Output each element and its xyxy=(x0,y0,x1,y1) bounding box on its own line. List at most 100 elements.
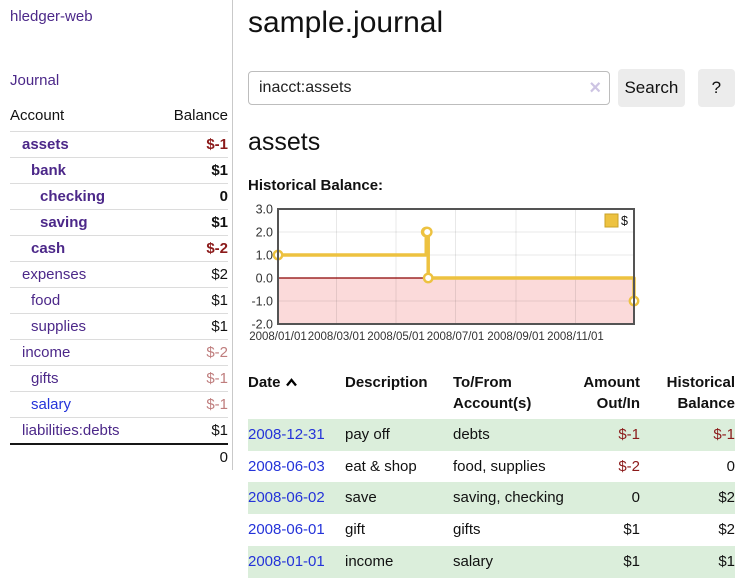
transaction-accounts: food, supplies xyxy=(453,457,546,475)
sidebar-item-journal[interactable]: Journal xyxy=(10,72,60,89)
svg-text:-2.0: -2.0 xyxy=(251,317,273,331)
transaction-accounts: gifts xyxy=(453,521,481,538)
svg-text:2008/07/01: 2008/07/01 xyxy=(427,331,485,343)
search-input[interactable] xyxy=(248,71,610,105)
account-title: assets xyxy=(248,128,321,156)
account-row: checking 0 xyxy=(10,183,228,210)
page-title: sample.journal xyxy=(248,6,444,39)
transaction-amount: $1 xyxy=(623,521,640,538)
accounts-total-value: 0 xyxy=(219,449,228,466)
transaction-balance: $1 xyxy=(718,552,735,570)
register-header-row: Date Description To/From Account(s) Amou… xyxy=(248,370,735,419)
account-row: cash $-2 xyxy=(10,235,228,262)
account-link[interactable]: supplies xyxy=(31,318,87,335)
account-row: saving $1 xyxy=(10,209,228,236)
account-balance: $-1 xyxy=(206,136,228,153)
account-link[interactable]: saving xyxy=(40,214,88,231)
search-button[interactable]: Search xyxy=(618,69,685,107)
svg-text:1.0: 1.0 xyxy=(256,248,273,262)
transaction-date-link[interactable]: 2008-06-03 xyxy=(248,457,325,475)
chart-section-label: Historical Balance: xyxy=(248,176,384,194)
account-balance: $-2 xyxy=(206,344,228,361)
account-link[interactable]: gifts xyxy=(31,370,59,387)
svg-text:2008/11/01: 2008/11/01 xyxy=(547,331,604,343)
svg-text:0.0: 0.0 xyxy=(256,271,273,285)
account-row: food $1 xyxy=(10,287,228,314)
account-link[interactable]: liabilities:debts xyxy=(22,422,120,439)
register-header-balance: Historical Balance xyxy=(666,373,735,412)
transaction-description: eat & shop xyxy=(345,457,417,475)
account-link[interactable]: cash xyxy=(31,240,66,257)
transaction-date-link[interactable]: 2008-06-02 xyxy=(248,489,325,507)
transaction-date-link[interactable]: 2008-06-01 xyxy=(248,521,325,538)
account-balance: $2 xyxy=(211,266,228,283)
accounts-header-account: Account xyxy=(10,107,65,124)
transaction-balance: $2 xyxy=(718,521,735,538)
account-row: gifts $-1 xyxy=(10,365,228,392)
account-balance: $1 xyxy=(211,162,228,179)
transaction-date-link[interactable]: 2008-01-01 xyxy=(248,552,325,570)
account-link[interactable]: checking xyxy=(40,188,106,205)
account-link[interactable]: bank xyxy=(31,162,67,179)
account-balance: $1 xyxy=(211,422,228,439)
account-link[interactable]: assets xyxy=(22,136,69,153)
register-body: 2008-12-31 pay off debts $-1 $-1 2008-06… xyxy=(248,418,735,578)
transaction-balance: $2 xyxy=(718,489,735,507)
register-header-description: Description xyxy=(345,373,428,391)
account-link[interactable]: food xyxy=(31,292,61,309)
account-balance: $-1 xyxy=(206,396,228,413)
transaction-amount: $1 xyxy=(623,552,640,570)
transaction-description: save xyxy=(345,489,377,507)
register-row: 2008-01-01 income salary $1 $1 xyxy=(248,545,735,578)
transaction-date-link[interactable]: 2008-12-31 xyxy=(248,425,325,443)
transaction-description: gift xyxy=(345,521,366,538)
search-box: × xyxy=(248,71,610,105)
account-balance: $1 xyxy=(211,292,228,309)
register-header-date[interactable]: Date xyxy=(248,370,345,419)
clear-search-icon[interactable]: × xyxy=(589,77,601,99)
svg-text:2008/09/01: 2008/09/01 xyxy=(487,331,545,343)
brand-link[interactable]: hledger-web xyxy=(10,8,93,25)
account-balance: $1 xyxy=(211,318,228,335)
account-row: assets $-1 xyxy=(10,131,228,158)
account-row: bank $1 xyxy=(10,157,228,184)
transaction-accounts: saving, checking xyxy=(453,489,564,507)
account-link[interactable]: income xyxy=(22,344,71,361)
sidebar: hledger-web Journal Account Balance xyxy=(0,0,233,470)
transaction-balance: $-1 xyxy=(713,425,735,443)
register-row: 2008-12-31 pay off debts $-1 $-1 xyxy=(248,418,735,451)
accounts-total-row: 0 xyxy=(10,444,228,470)
account-row: income $-2 xyxy=(10,339,228,366)
sidebar-nav: Journal xyxy=(10,72,228,90)
transaction-balance: 0 xyxy=(726,457,735,475)
transaction-description: income xyxy=(345,552,394,570)
svg-text:2008/03/01: 2008/03/01 xyxy=(308,331,366,343)
account-balance: 0 xyxy=(219,188,228,205)
accounts-header-row: Account Balance xyxy=(10,105,228,132)
help-button[interactable]: ? xyxy=(697,69,735,107)
svg-text:$: $ xyxy=(621,214,628,228)
account-row: expenses $2 xyxy=(10,261,228,288)
register-header-amount: Amount Out/In xyxy=(583,373,640,412)
sort-ascending-icon xyxy=(285,377,297,386)
svg-text:3.0: 3.0 xyxy=(256,203,273,217)
register-row: 2008-06-02 save saving, checking 0 $2 xyxy=(248,482,735,514)
sidebar-inner: hledger-web Journal Account Balance xyxy=(0,0,233,470)
svg-text:2.0: 2.0 xyxy=(256,225,273,239)
transaction-accounts: debts xyxy=(453,425,490,443)
historical-balance-chart: $3.0 2.0 1.0 0.0 -1.0 -2.0 2008/01/01 2008/03/0… xyxy=(244,202,735,358)
account-link[interactable]: salary xyxy=(31,396,72,413)
account-link[interactable]: expenses xyxy=(22,266,87,283)
account-balance: $-1 xyxy=(206,370,228,387)
accounts-body: assets $-1 bank $1 xyxy=(10,131,228,471)
account-row: salary $-1 xyxy=(10,391,228,418)
account-balance: $1 xyxy=(211,214,228,231)
register-row: 2008-06-01 gift gifts $1 $2 xyxy=(248,514,735,546)
brand-row: hledger-web xyxy=(10,6,228,26)
transaction-description: pay off xyxy=(345,425,390,443)
main-content: sample.journal × Search ? assets Histori… xyxy=(233,0,742,578)
accounts-table: Account Balance assets $-1 xyxy=(10,105,228,470)
accounts-header-balance: Balance xyxy=(173,107,228,124)
search-form: × Search ? xyxy=(248,69,735,107)
